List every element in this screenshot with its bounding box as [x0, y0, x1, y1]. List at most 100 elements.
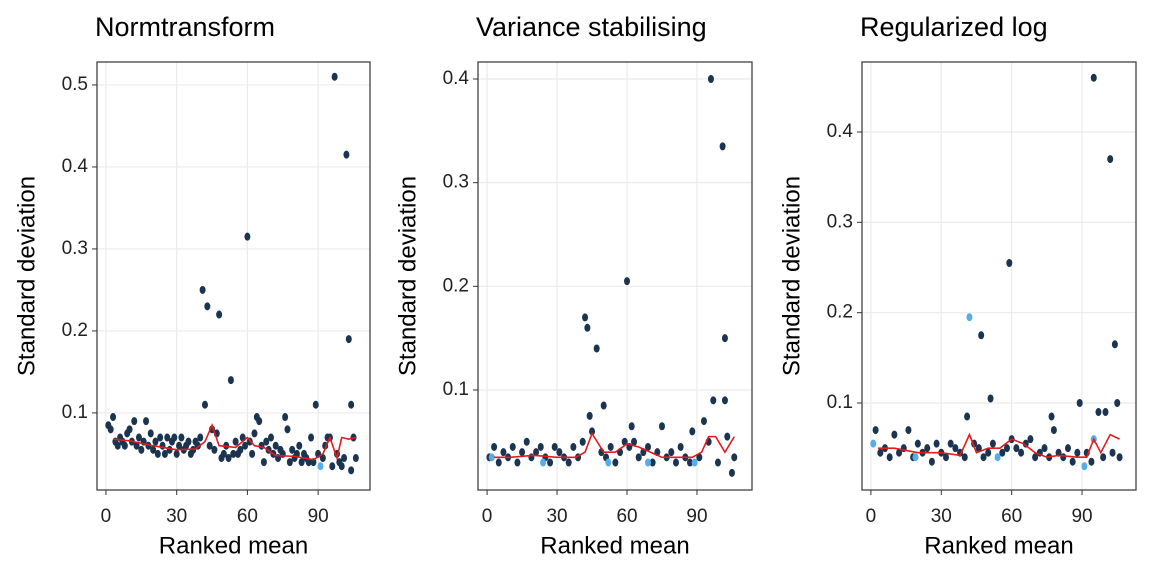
- x-axis-title: Ranked mean: [540, 532, 689, 559]
- point: [999, 448, 1006, 457]
- point: [1048, 412, 1055, 421]
- x-tick-label: 0: [482, 506, 493, 527]
- x-tick-label: 0: [101, 506, 112, 527]
- point: [1095, 408, 1102, 417]
- point: [540, 458, 547, 467]
- x-axis-title: Ranked mean: [924, 532, 1073, 559]
- point: [1003, 444, 1010, 453]
- point: [201, 400, 208, 409]
- x-axis-title: Ranked mean: [159, 532, 308, 559]
- point: [896, 448, 903, 457]
- point: [121, 441, 128, 450]
- point: [628, 422, 635, 431]
- point: [495, 458, 502, 467]
- point: [1090, 73, 1097, 82]
- x-tick-label: 90: [308, 506, 329, 527]
- point: [644, 458, 651, 467]
- point: [514, 458, 521, 467]
- point: [519, 448, 526, 457]
- trend-line: [494, 431, 735, 459]
- y-tick-label: 0.2: [827, 302, 853, 323]
- point: [570, 442, 577, 451]
- point: [319, 454, 326, 463]
- panel-title: Regularized log: [860, 12, 1048, 42]
- point: [1076, 399, 1083, 408]
- y-tick-label: 0.1: [62, 402, 88, 423]
- point: [282, 413, 289, 422]
- point: [989, 439, 996, 448]
- x-tick-label: 30: [166, 506, 187, 527]
- point: [312, 400, 319, 409]
- point: [107, 425, 114, 434]
- point: [157, 433, 164, 442]
- point: [987, 394, 994, 403]
- point: [947, 439, 954, 448]
- point: [589, 427, 596, 436]
- y-tick-label: 0.1: [827, 392, 853, 413]
- point: [242, 441, 249, 450]
- point: [928, 457, 935, 466]
- point: [491, 442, 498, 451]
- panel-title: Variance stabilising: [476, 12, 707, 42]
- point: [721, 396, 728, 405]
- point: [547, 458, 554, 467]
- point: [263, 437, 270, 446]
- point: [161, 449, 168, 458]
- point: [345, 335, 352, 344]
- point: [1032, 453, 1039, 462]
- point: [267, 433, 274, 442]
- point: [686, 458, 693, 467]
- point: [728, 468, 735, 477]
- point: [308, 433, 315, 442]
- plot-background: [97, 62, 370, 490]
- plot-background: [862, 62, 1136, 490]
- point: [707, 74, 714, 83]
- point: [199, 285, 206, 294]
- point: [886, 453, 893, 462]
- y-axis-title: Standard deviation: [394, 176, 421, 376]
- point: [1102, 408, 1109, 417]
- point: [178, 433, 185, 442]
- point: [724, 432, 731, 441]
- y-tick-label: 0.5: [62, 74, 88, 95]
- point: [348, 466, 355, 475]
- point: [635, 453, 642, 462]
- point: [317, 462, 324, 471]
- y-tick-label: 0.4: [827, 121, 854, 142]
- point: [649, 458, 656, 467]
- point: [341, 454, 348, 463]
- x-tick-label: 0: [866, 506, 877, 527]
- point: [147, 429, 154, 438]
- point: [152, 437, 159, 446]
- point: [305, 458, 312, 467]
- point: [689, 427, 696, 436]
- point: [966, 313, 973, 322]
- plot-background: [478, 62, 752, 490]
- point: [607, 442, 614, 451]
- point: [924, 444, 931, 453]
- point: [289, 445, 296, 454]
- point: [154, 449, 161, 458]
- point: [1111, 340, 1118, 349]
- point: [251, 429, 258, 438]
- point: [905, 426, 912, 435]
- point: [631, 437, 638, 446]
- point: [523, 437, 530, 446]
- point: [338, 462, 345, 471]
- x-tick-label: 60: [237, 506, 258, 527]
- point: [612, 458, 619, 467]
- point: [114, 441, 121, 450]
- point: [185, 437, 192, 446]
- y-tick-label: 0.3: [827, 211, 853, 232]
- y-axis-title: Standard deviation: [13, 176, 40, 376]
- point: [1074, 448, 1081, 457]
- point: [551, 442, 558, 451]
- trend-line: [877, 432, 1120, 459]
- point: [272, 441, 279, 450]
- point: [912, 453, 919, 462]
- point: [1027, 435, 1034, 444]
- point: [286, 458, 293, 467]
- x-tick-label: 60: [616, 506, 637, 527]
- point: [533, 448, 540, 457]
